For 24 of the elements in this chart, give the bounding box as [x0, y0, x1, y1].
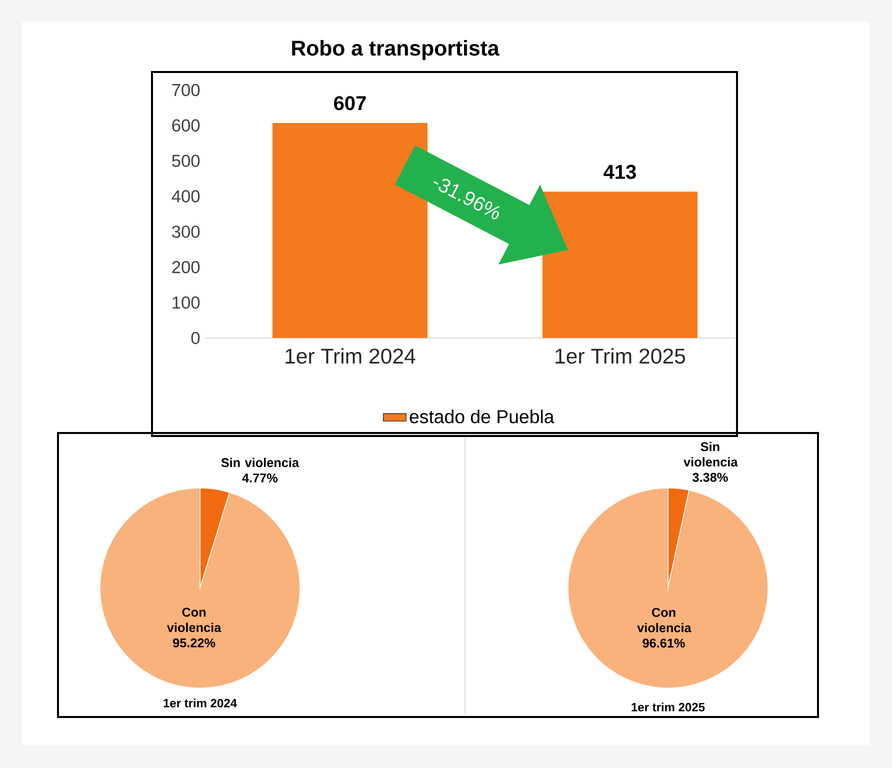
- text: 1er trim 2024: [164, 698, 237, 708]
- slice-label: Con violencia: [166, 608, 222, 632]
- x-tick-label: 1er Trim 2025: [556, 348, 686, 364]
- data-label: 3.38%: [692, 472, 728, 482]
- y-tick-label: 0: [191, 332, 200, 344]
- text: 1er trim 2025: [632, 702, 705, 712]
- data-label: 607: [334, 96, 366, 110]
- y-tick-label: 400: [172, 190, 200, 202]
- y-tick-label: 100: [172, 296, 200, 309]
- data-label: 95.22%: [172, 638, 216, 648]
- slice-label: Con violencia: [637, 608, 692, 632]
- x-tick-label: 1er Trim 2024: [286, 348, 416, 364]
- slice-label: Sin violencia: [221, 458, 300, 468]
- data-label: 96.61%: [642, 638, 685, 648]
- slice-label: Sin violencia: [684, 442, 738, 467]
- data-label: 4.77%: [242, 474, 278, 482]
- data-label: 413: [604, 164, 636, 179]
- chart-title: Robo a transportista: [292, 40, 500, 60]
- y-tick-label: 200: [172, 261, 200, 274]
- y-tick-label: 300: [172, 226, 200, 238]
- legend-label: estado de Puebla: [410, 410, 554, 424]
- y-tick-label: 700: [172, 84, 200, 96]
- y-tick-label: 500: [172, 154, 200, 167]
- y-tick-label: 600: [172, 119, 200, 132]
